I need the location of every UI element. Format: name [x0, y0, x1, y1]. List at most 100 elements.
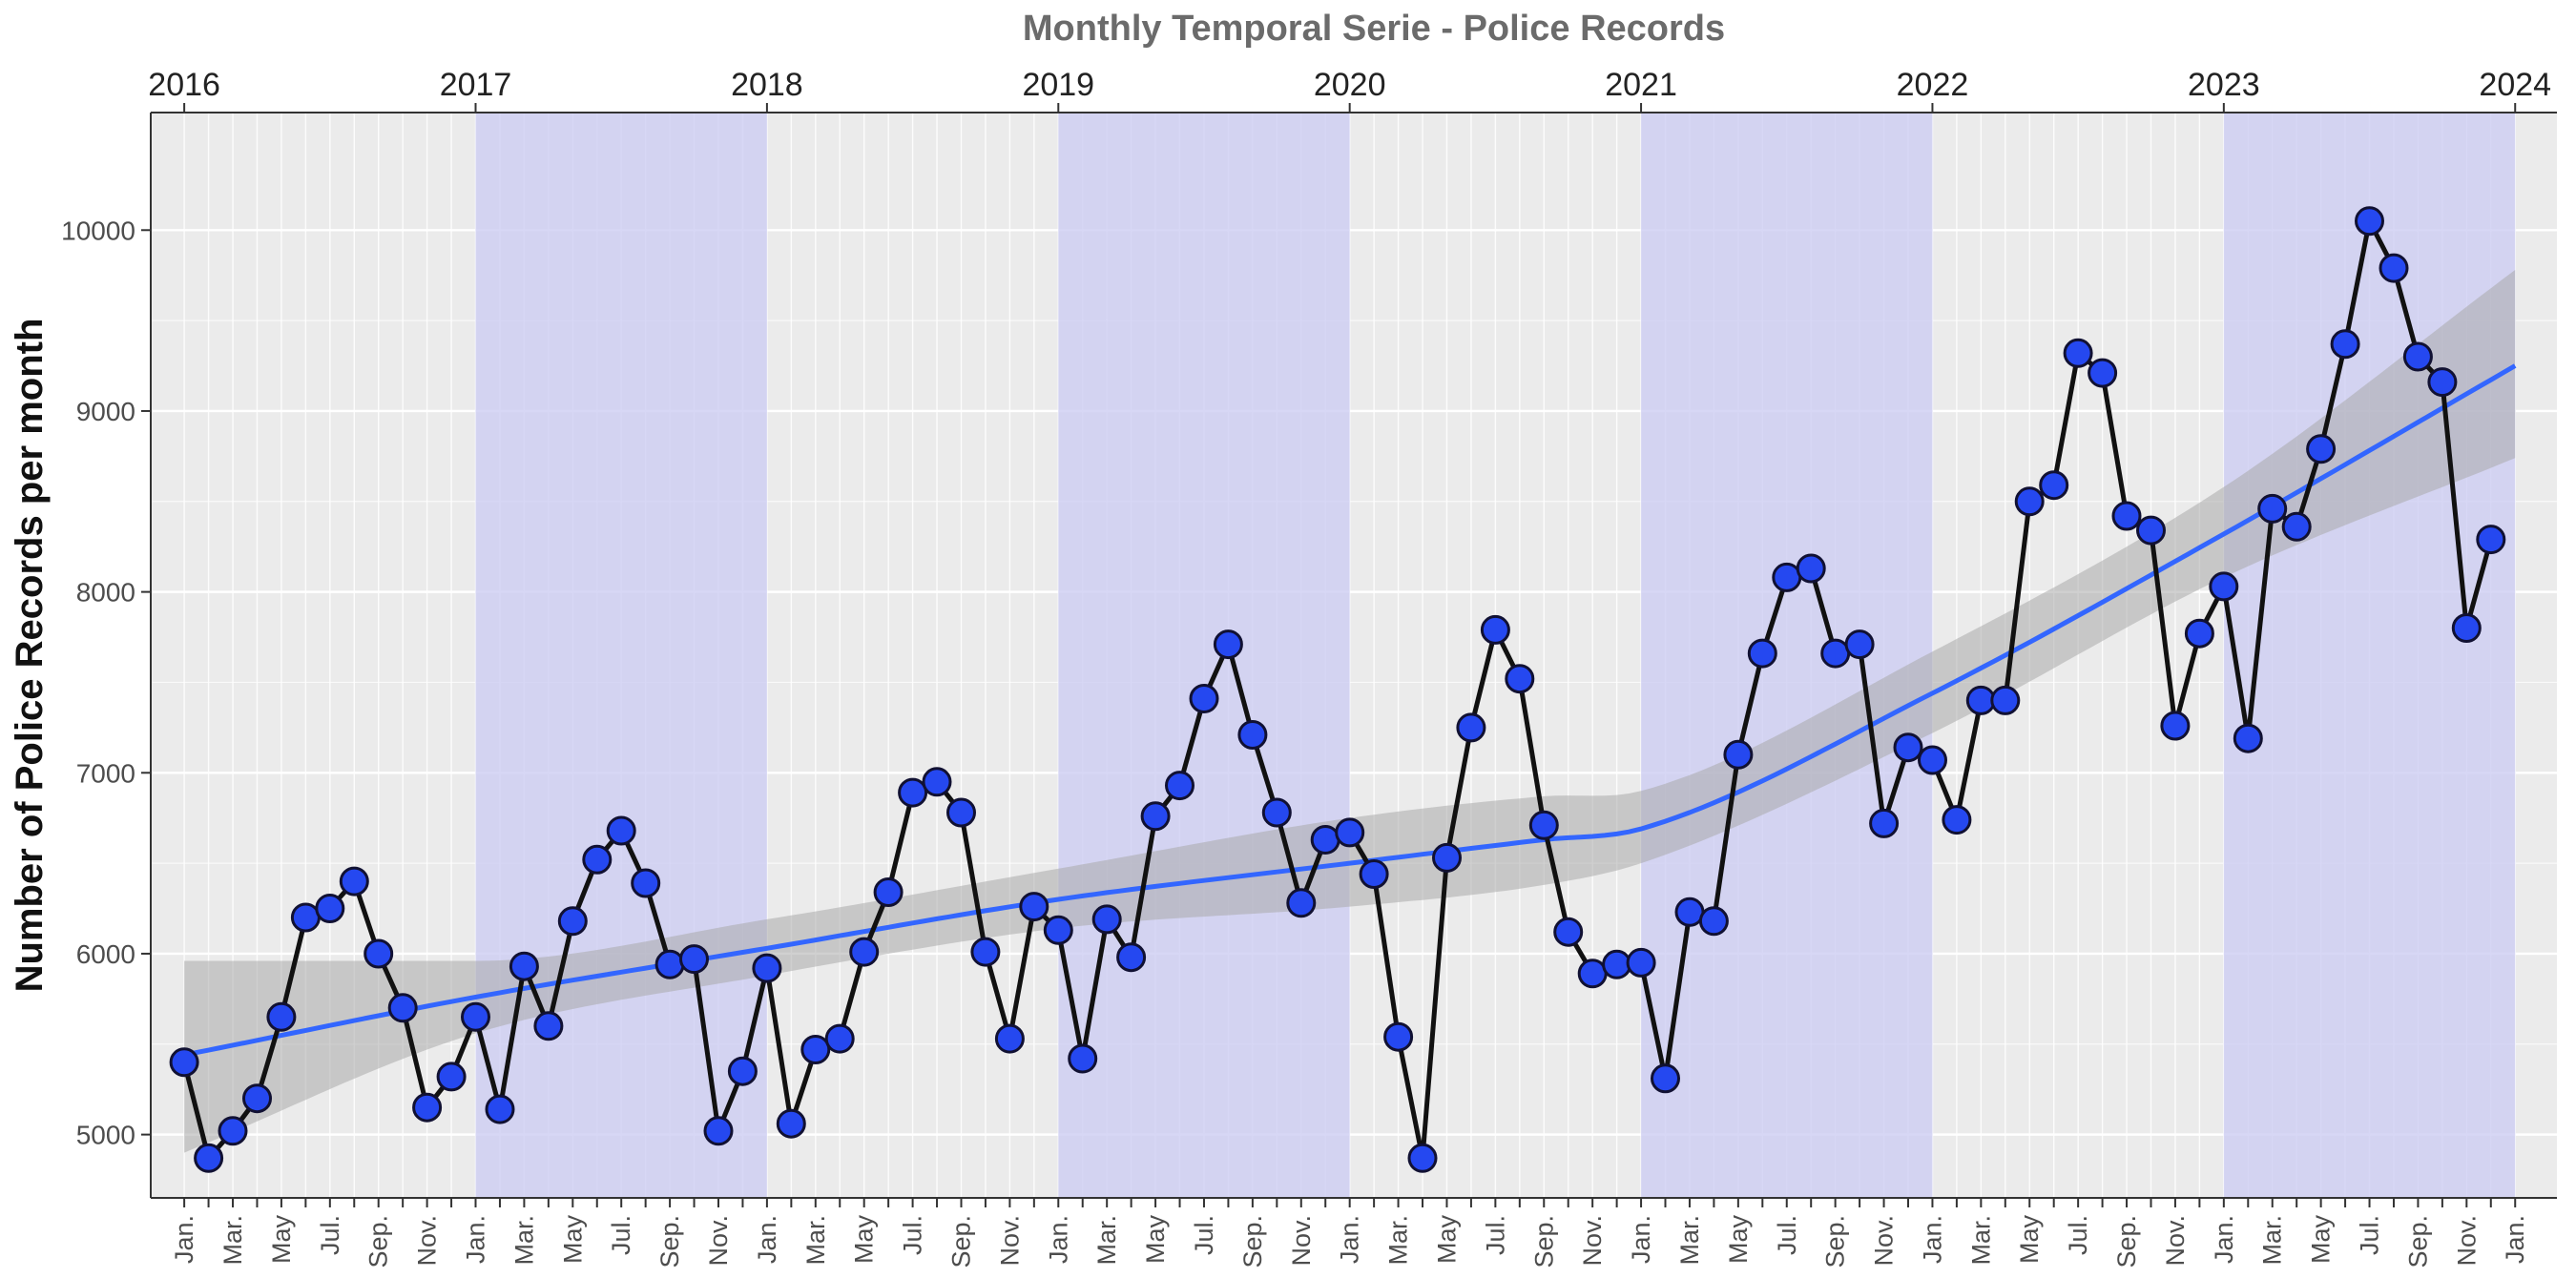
- data-point: [1480, 614, 1510, 645]
- data-point: [1528, 810, 1559, 840]
- x-tick-label: Jul.: [316, 1215, 344, 1255]
- year-label: 2019: [1022, 67, 1094, 103]
- year-label: 2018: [731, 67, 803, 103]
- x-tick-label: May: [558, 1215, 587, 1265]
- x-tick-label: Sep.: [2403, 1215, 2432, 1268]
- data-point: [2355, 206, 2384, 237]
- x-tick-label: May: [1724, 1215, 1753, 1265]
- data-point: [1140, 801, 1171, 832]
- data-point: [946, 797, 976, 828]
- data-point: [1456, 712, 1486, 743]
- x-tick-label: Jan.: [2210, 1215, 2238, 1264]
- y-tick-label: 9000: [76, 397, 135, 426]
- x-tick-label: Jan.: [1044, 1215, 1072, 1264]
- data-point: [1918, 745, 1947, 775]
- data-point: [461, 1001, 490, 1032]
- data-point: [290, 902, 321, 933]
- data-point: [1772, 562, 1802, 592]
- x-tick-label: Jan.: [1336, 1215, 1364, 1264]
- year-label: 2016: [148, 67, 220, 103]
- data-points: [169, 206, 2506, 1173]
- data-point: [1796, 553, 1826, 584]
- data-point: [1019, 892, 1049, 922]
- data-point: [873, 877, 904, 907]
- data-point: [387, 993, 418, 1023]
- x-tick-label: May: [1433, 1215, 1462, 1265]
- x-tick-label: Nov.: [1287, 1215, 1316, 1267]
- data-point: [752, 953, 782, 983]
- data-point: [485, 1094, 515, 1124]
- data-point: [582, 844, 613, 875]
- x-tick-label: Jul.: [1481, 1215, 1509, 1255]
- data-point: [533, 1011, 564, 1041]
- data-point: [2160, 711, 2191, 741]
- x-tick-label: Sep.: [1238, 1215, 1267, 1268]
- data-point: [169, 1047, 199, 1078]
- data-point: [315, 894, 345, 923]
- data-point: [1189, 684, 1219, 713]
- x-tick-label: Nov.: [2161, 1215, 2190, 1267]
- x-tick-label: Jan.: [753, 1215, 781, 1264]
- data-point: [218, 1116, 248, 1146]
- shaded-year-2023: [2223, 113, 2516, 1198]
- data-point: [412, 1092, 443, 1123]
- data-point: [1553, 917, 1584, 947]
- x-tick-label: Jan.: [1919, 1215, 1947, 1264]
- x-tick-label: Mar.: [1092, 1215, 1121, 1266]
- x-tick-label: Mar.: [2258, 1215, 2287, 1266]
- x-tick-label: Jul.: [607, 1215, 635, 1255]
- data-point: [1651, 1063, 1680, 1094]
- data-point: [1869, 808, 1900, 838]
- data-point: [2184, 618, 2214, 649]
- x-tick-label: Sep.: [947, 1215, 976, 1268]
- data-point: [1602, 949, 1632, 979]
- x-tick-label: Sep.: [2112, 1215, 2141, 1268]
- y-axis: 5000 6000 7000 8000 9000 10000: [61, 113, 152, 1198]
- x-tick-label: Mar.: [1675, 1215, 1704, 1266]
- data-point: [557, 906, 588, 937]
- x-tick-label: Jan.: [462, 1215, 490, 1264]
- data-point: [436, 1062, 467, 1092]
- confidence-ribbon: [184, 270, 2516, 1153]
- data-point: [1893, 732, 1923, 763]
- data-point: [1723, 739, 1754, 770]
- data-point: [1505, 664, 1535, 694]
- x-tick-label: May: [267, 1215, 296, 1265]
- data-point: [2427, 367, 2458, 398]
- data-point: [2063, 338, 2093, 368]
- x-tick-label: Nov.: [995, 1215, 1024, 1267]
- data-point: [2014, 486, 2045, 517]
- data-point: [2257, 493, 2288, 524]
- data-point: [266, 1001, 297, 1032]
- data-point: [1626, 947, 1656, 978]
- x-tick-label: Nov.: [413, 1215, 442, 1267]
- data-point: [1116, 942, 1147, 973]
- data-point: [1359, 859, 1389, 889]
- chart-title: Monthly Temporal Serie - Police Records: [1023, 9, 1725, 49]
- data-point: [1990, 685, 2021, 715]
- x-tick-label: May: [1141, 1215, 1170, 1265]
- data-point: [2379, 253, 2409, 283]
- x-tick-label: Nov.: [1870, 1215, 1899, 1267]
- data-point: [2330, 329, 2360, 360]
- shaded-year-2019: [1058, 113, 1350, 1198]
- data-point: [679, 944, 709, 975]
- trend-line-group: [183, 363, 2517, 1058]
- data-point: [776, 1108, 806, 1139]
- x-tick-label: Jul.: [2064, 1215, 2092, 1255]
- data-point: [800, 1035, 831, 1064]
- x-axis: Jan. Mar. May Jul. Sep. Nov. Jan. Mar. May Jul. Se…: [151, 1197, 2557, 1268]
- data-point: [922, 767, 952, 797]
- year-label: 2022: [1897, 67, 1969, 103]
- data-point: [1674, 897, 1705, 927]
- data-point: [1043, 915, 1073, 945]
- data-point: [1820, 638, 1851, 669]
- x-tick-label: Mar.: [1966, 1215, 1995, 1266]
- x-tick-label: Nov.: [2452, 1215, 2481, 1267]
- x-tick-label: May: [850, 1215, 879, 1265]
- data-point: [1261, 797, 1292, 828]
- data-point: [2088, 358, 2118, 388]
- y-tick-label: 5000: [76, 1121, 135, 1150]
- data-point: [2402, 341, 2433, 372]
- data-point: [2306, 434, 2337, 464]
